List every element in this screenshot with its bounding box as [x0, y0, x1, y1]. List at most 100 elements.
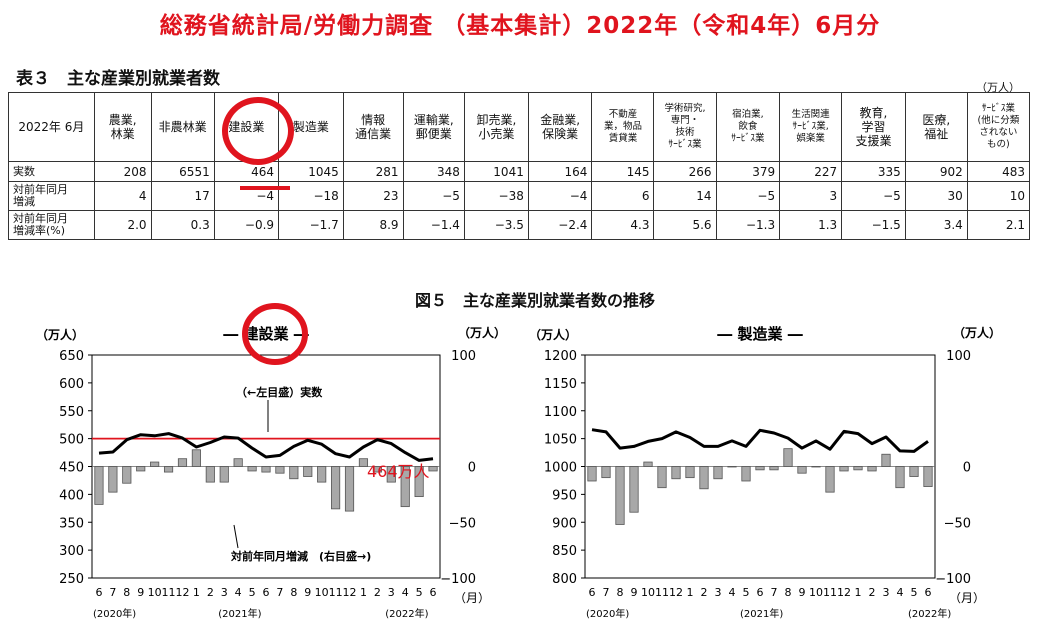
right-tick-label: −50 — [449, 516, 476, 531]
change-bar — [150, 461, 160, 467]
change-bar — [895, 466, 905, 489]
row-label: 対前年同月 増減 — [8, 181, 95, 211]
table-unit: （万人） — [976, 81, 1020, 94]
change-bar — [853, 466, 863, 471]
left-tick-label: 550 — [59, 405, 84, 420]
left-tick-label: 450 — [59, 461, 84, 476]
table-header-row: 2022年 6月 農業, 林業 非農林業 建設業 製造業 情報 通信業 運輸業, 郵便業 卸売業, 小… — [8, 92, 1031, 162]
x-tick-label: 2 — [869, 586, 876, 599]
table-row: 対前年同月 増減率(%) 2.0 0.3 −0.9 −1.7 8.9 −1.4 −3.5 −2.4… — [8, 210, 1031, 240]
x-tick-label: 12 — [837, 586, 851, 599]
x-tick-label: 9 — [631, 586, 638, 599]
x-tick-label: 10 — [641, 586, 655, 599]
x-tick-label: 7 — [109, 586, 116, 599]
column-header: 不動産 業，物品 賃貸業 — [591, 92, 655, 162]
table-cell: −1.3 — [715, 210, 781, 240]
x-tick-label: 11 — [329, 586, 343, 599]
column-header: 金融業, 保険業 — [527, 92, 593, 162]
year-label: (2021年) — [218, 607, 261, 620]
change-bar — [825, 466, 835, 493]
year-label: (2022年) — [385, 607, 428, 620]
bar-series-annotation: 対前年同月増減 (右目盛→) — [230, 549, 371, 563]
change-bar — [755, 466, 765, 471]
table-cell: 266 — [653, 161, 717, 182]
x-tick-label: 1 — [855, 586, 862, 599]
x-tick-label: 9 — [137, 586, 144, 599]
table-cell: 464 — [213, 161, 280, 182]
left-tick-label: 500 — [59, 433, 84, 448]
table-cell: −4 — [527, 181, 593, 211]
change-bar — [372, 466, 382, 473]
x-axis-unit: （月） — [949, 591, 985, 605]
employment-table: 2022年 6月 農業, 林業 非農林業 建設業 製造業 情報 通信業 運輸業, 郵便業 卸売業, 小… — [8, 92, 1031, 240]
change-bar — [769, 466, 779, 471]
table-cell: −38 — [463, 181, 529, 211]
right-axis-unit: （万人） — [458, 325, 506, 340]
table-cell: −1.7 — [278, 210, 344, 240]
x-tick-label: 2 — [207, 586, 214, 599]
x-tick-label: 1 — [193, 586, 200, 599]
change-bar — [615, 466, 625, 525]
change-bar — [177, 458, 188, 467]
change-bar — [289, 466, 299, 480]
x-tick-label: 5 — [416, 586, 423, 599]
x-tick-label: 10 — [315, 586, 329, 599]
table-cell: −1.4 — [402, 210, 465, 240]
highlight-underline — [240, 186, 290, 190]
right-tick-label: 100 — [946, 349, 971, 364]
figure-title: 図５ 主な産業別就業者数の推移 — [414, 291, 655, 310]
change-bar — [331, 466, 341, 510]
column-header: 宿泊業, 飲食 ｻｰﾋﾞｽ業 — [715, 92, 781, 162]
change-bar — [317, 466, 327, 483]
change-bar — [428, 466, 438, 472]
left-axis-unit: （万人） — [529, 327, 577, 342]
left-tick-label: 400 — [59, 488, 84, 503]
change-bar — [191, 449, 201, 467]
change-bar — [386, 466, 396, 483]
table-cell: 3 — [779, 181, 843, 211]
change-bar — [727, 466, 737, 468]
left-tick-label: 950 — [552, 488, 577, 503]
right-tick-label: −100 — [935, 572, 971, 587]
x-tick-label: 5 — [249, 586, 256, 599]
left-tick-label: 1100 — [544, 405, 577, 420]
change-bar — [881, 453, 891, 467]
x-axis-unit: （月） — [454, 591, 490, 605]
x-tick-label: 6 — [589, 586, 596, 599]
change-bar — [909, 466, 919, 477]
x-tick-label: 3 — [221, 586, 228, 599]
left-tick-label: 800 — [552, 572, 577, 587]
table-cell: 3.4 — [904, 210, 968, 240]
x-tick-label: 10 — [148, 586, 162, 599]
change-bar — [247, 466, 257, 472]
x-tick-label: 8 — [785, 586, 792, 599]
change-bar — [713, 466, 723, 480]
x-tick-label: 3 — [715, 586, 722, 599]
column-header: 運輸業, 郵便業 — [402, 92, 465, 162]
page-title: 総務省統計局/労働力調査 （基本集計）2022年（令和4年）6月分 — [159, 13, 881, 39]
change-bar — [303, 466, 313, 477]
left-tick-label: 1150 — [544, 377, 577, 392]
change-bar — [657, 466, 667, 489]
table-cell: 2.1 — [966, 210, 1031, 240]
table-cell: 14 — [653, 181, 717, 211]
x-tick-label: 2 — [701, 586, 708, 599]
left-tick-label: 1200 — [544, 349, 577, 364]
year-label: (2022年) — [908, 607, 951, 620]
annotation-leader — [233, 524, 239, 549]
table-cell: 2.0 — [93, 210, 152, 240]
change-bar — [358, 458, 369, 467]
left-tick-label: 1000 — [544, 461, 577, 476]
change-bar — [108, 466, 118, 493]
table-cell: 17 — [150, 181, 215, 211]
change-bar — [400, 466, 410, 508]
column-header: 生活関連 ｻｰﾋﾞｽ業, 娯楽業 — [779, 92, 843, 162]
left-axis-unit: （万人） — [36, 327, 84, 342]
change-bar — [671, 466, 681, 480]
x-tick-label: 4 — [897, 586, 904, 599]
x-tick-label: 11 — [823, 586, 837, 599]
left-tick-label: 600 — [59, 377, 84, 392]
x-tick-label: 6 — [925, 586, 932, 599]
table-cell: 1.3 — [779, 210, 843, 240]
